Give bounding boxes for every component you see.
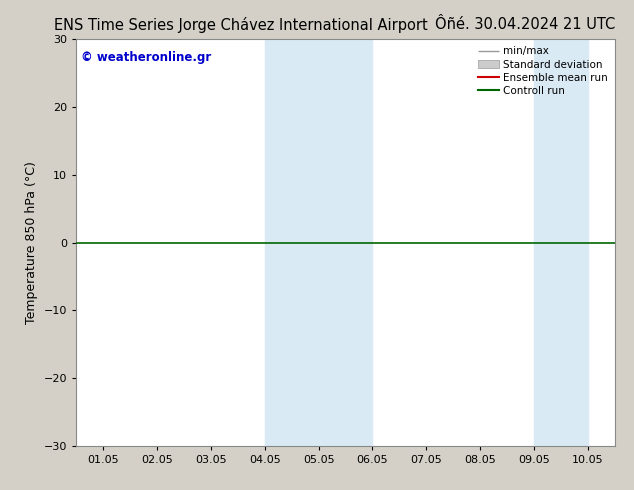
Bar <box>319 39 373 446</box>
Y-axis label: Temperature 850 hPa (°C): Temperature 850 hPa (°C) <box>25 161 38 324</box>
Legend: min/max, Standard deviation, Ensemble mean run, Controll run: min/max, Standard deviation, Ensemble me… <box>476 45 610 98</box>
Text: Ôñé. 30.04.2024 21 UTC: Ôñé. 30.04.2024 21 UTC <box>435 17 615 32</box>
Bar <box>534 39 588 446</box>
Text: © weatheronline.gr: © weatheronline.gr <box>81 51 212 64</box>
Bar <box>265 39 319 446</box>
Text: ENS Time Series Jorge Chávez International Airport: ENS Time Series Jorge Chávez Internation… <box>54 17 428 33</box>
